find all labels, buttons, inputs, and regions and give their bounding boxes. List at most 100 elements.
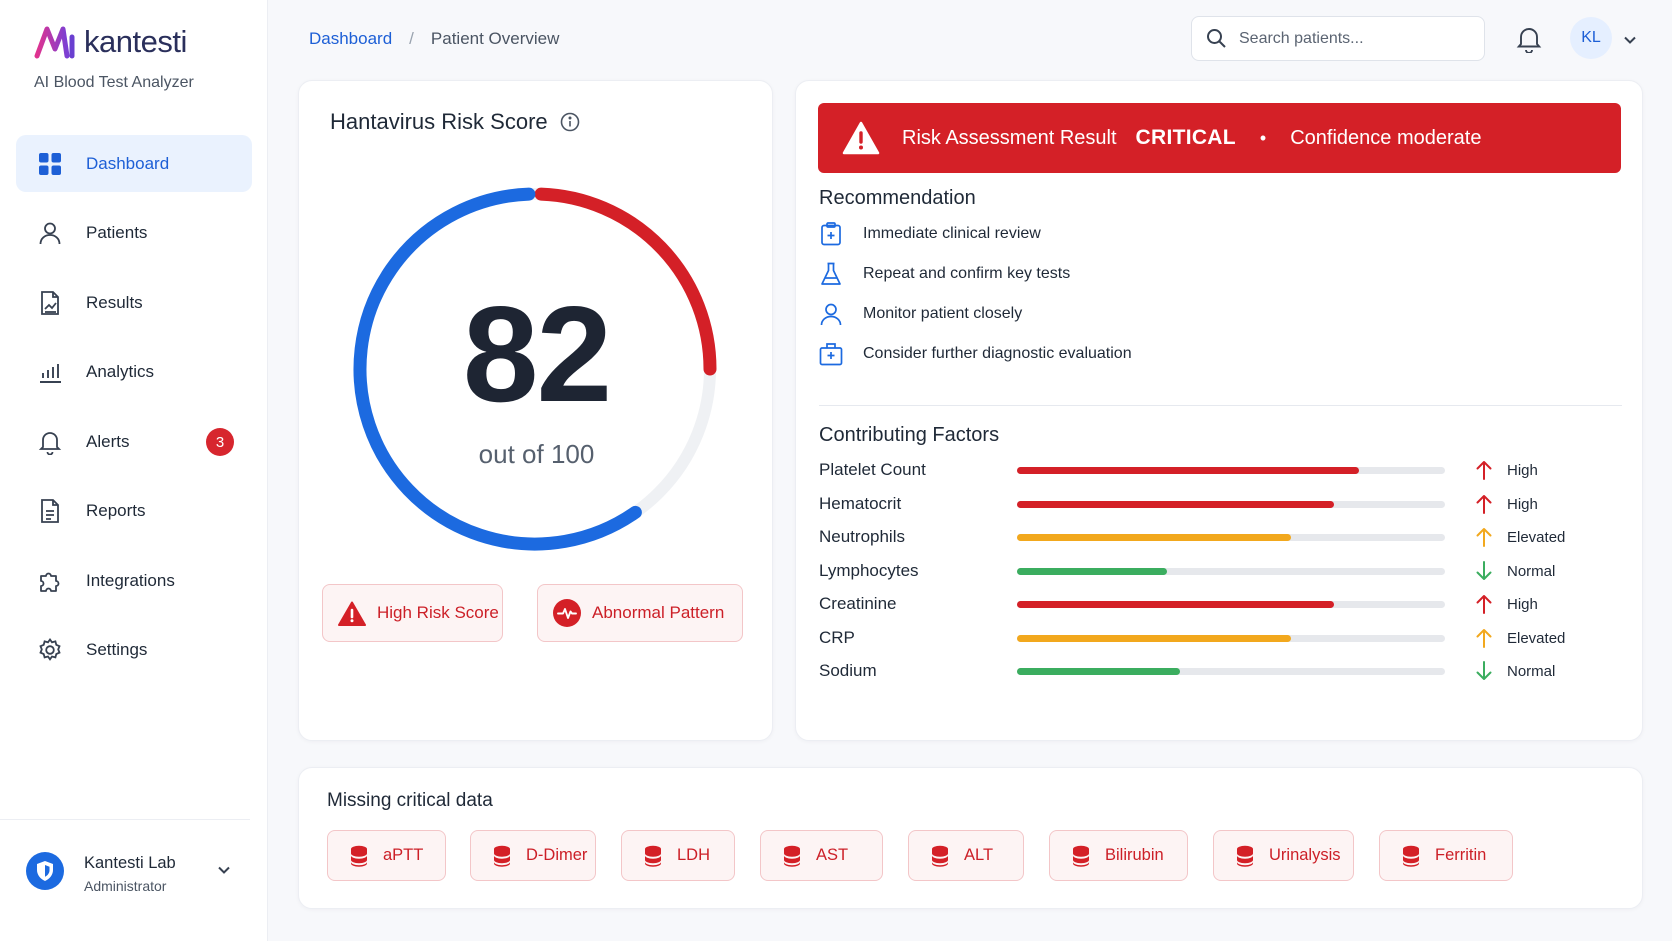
search-input[interactable] (1239, 29, 1469, 48)
search-box[interactable] (1191, 16, 1485, 61)
factor-row: Creatinine High (819, 590, 1622, 620)
risk-score-gauge (353, 187, 717, 551)
factor-bar-fill (1017, 500, 1334, 508)
factor-bar-track (1017, 467, 1445, 474)
missing-data-chip[interactable]: Bilirubin (1049, 830, 1188, 881)
database-icon (350, 845, 368, 867)
recommendation-title: Recommendation (819, 187, 976, 209)
breadcrumb-dashboard-link[interactable]: Dashboard (309, 29, 393, 48)
sidebar-item-label: Analytics (86, 362, 155, 381)
dashboard-icon (36, 150, 64, 178)
notifications-bell-icon[interactable] (1516, 25, 1542, 53)
recommendation-item: Monitor patient closely (819, 302, 1022, 326)
factor-name: Neutrophils (819, 527, 905, 546)
warning-icon (338, 601, 366, 626)
sidebar-item-integrations[interactable]: Integrations (16, 552, 252, 609)
missing-data-chip[interactable]: AST (760, 830, 883, 881)
report-icon (36, 497, 64, 525)
missing-critical-data-title: Missing critical data (327, 790, 493, 811)
missing-data-label: ALT (964, 846, 994, 864)
sidebar-item-results[interactable]: Results (16, 274, 252, 331)
sidebar-item-analytics[interactable]: Analytics (16, 344, 252, 401)
factor-bar-track (1017, 634, 1445, 642)
abnormal-pattern-chip[interactable]: Abnormal Pattern (537, 584, 743, 642)
section-divider (819, 405, 1622, 406)
factor-name: Platelet Count (819, 460, 926, 479)
missing-data-chip[interactable]: D-Dimer (470, 830, 596, 881)
user-icon (819, 302, 843, 326)
factor-bar-fill (1017, 567, 1167, 575)
recommendation-text: Monitor patient closely (863, 305, 1023, 322)
brand-name: kantesti (84, 24, 187, 59)
factor-bar-fill (1017, 601, 1334, 608)
sidebar-item-label: Reports (86, 501, 146, 520)
factor-name: CRP (819, 627, 855, 647)
factor-bar-fill (1017, 467, 1360, 474)
arrow-up-icon (1475, 526, 1493, 553)
chevron-down-icon (218, 866, 230, 874)
missing-data-label: Ferritin (1435, 846, 1487, 864)
high-risk-score-chip[interactable]: High Risk Score (322, 584, 503, 642)
sidebar-item-patients[interactable]: Patients (16, 205, 252, 262)
sidebar-item-settings[interactable]: Settings (16, 622, 252, 679)
risk-assessment-label: Risk Assessment Result (902, 126, 1117, 149)
sidebar: kantesti AI Blood Test Analyzer Dashboar… (0, 0, 268, 941)
missing-data-chip[interactable]: Urinalysis (1213, 830, 1354, 881)
account-switcher[interactable]: Kantesti Lab Administrator (0, 819, 250, 941)
factor-name: Sodium (819, 661, 877, 680)
sidebar-item-reports[interactable]: Reports (16, 483, 252, 540)
risk-score-title-text: Hantavirus Risk Score (330, 109, 548, 134)
factor-status: High (1507, 596, 1538, 613)
sidebar-item-label: Patients (86, 223, 148, 242)
shield-icon (26, 852, 64, 890)
factor-row: Sodium Normal (819, 657, 1622, 687)
recommendation-text: Immediate clinical review (863, 225, 1041, 242)
clipboard-medical-icon (819, 222, 843, 246)
results-icon (36, 289, 64, 317)
sidebar-item-dashboard[interactable]: Dashboard (16, 135, 252, 192)
sidebar-nav: Dashboard Patients Results Analytics Ale… (16, 135, 252, 691)
missing-data-label: Bilirubin (1105, 846, 1164, 864)
factor-bar-track (1017, 601, 1445, 608)
database-icon (644, 845, 662, 867)
banner-separator: • (1259, 127, 1267, 148)
database-icon (783, 845, 801, 867)
risk-assessment-banner: Risk Assessment Result CRITICAL • Confid… (818, 103, 1621, 173)
factor-name: Hematocrit (819, 493, 902, 513)
arrow-up-icon (1475, 459, 1493, 486)
arrow-up-icon (1475, 627, 1493, 654)
sidebar-item-label: Alerts (86, 431, 130, 451)
sidebar-item-label: Results (86, 292, 143, 312)
hospital-icon (819, 342, 843, 366)
bell-icon (36, 428, 64, 456)
factor-status: High (1507, 495, 1538, 513)
contributing-factors-title: Contributing Factors (819, 424, 1000, 446)
risk-score-scale: out of 100 (478, 439, 595, 469)
recommendation-item: Consider further diagnostic evaluation (819, 342, 1132, 366)
sidebar-item-label: Integrations (86, 570, 175, 590)
factor-row: Lymphocytes Normal (819, 557, 1622, 587)
info-icon[interactable] (560, 112, 580, 132)
gear-icon (36, 636, 64, 664)
analytics-icon (36, 358, 64, 386)
missing-data-label: AST (816, 846, 849, 864)
missing-data-chip[interactable]: ALT (908, 830, 1024, 881)
missing-data-chip[interactable]: aPTT (327, 830, 446, 881)
factor-row: CRP Elevated (819, 624, 1622, 654)
factor-status: Normal (1507, 562, 1556, 580)
brand-logo[interactable]: kantesti (34, 24, 187, 60)
factor-bar-fill (1017, 668, 1180, 675)
recommendation-item: Immediate clinical review (819, 222, 1041, 246)
recommendation-text: Consider further diagnostic evaluation (863, 345, 1132, 362)
recommendation-item: Repeat and confirm key tests (819, 262, 1070, 286)
missing-data-chip[interactable]: Ferritin (1379, 830, 1513, 881)
factor-bar-track (1017, 567, 1445, 575)
factor-status: High (1507, 462, 1538, 479)
arrow-down-icon (1475, 660, 1493, 687)
sidebar-item-alerts[interactable]: Alerts 3 (16, 413, 252, 470)
user-avatar[interactable]: KL (1570, 17, 1612, 59)
chevron-down-icon[interactable] (1622, 32, 1638, 48)
brand-tagline: AI Blood Test Analyzer (34, 74, 194, 91)
missing-data-chip[interactable]: LDH (621, 830, 735, 881)
warning-icon (842, 121, 880, 155)
